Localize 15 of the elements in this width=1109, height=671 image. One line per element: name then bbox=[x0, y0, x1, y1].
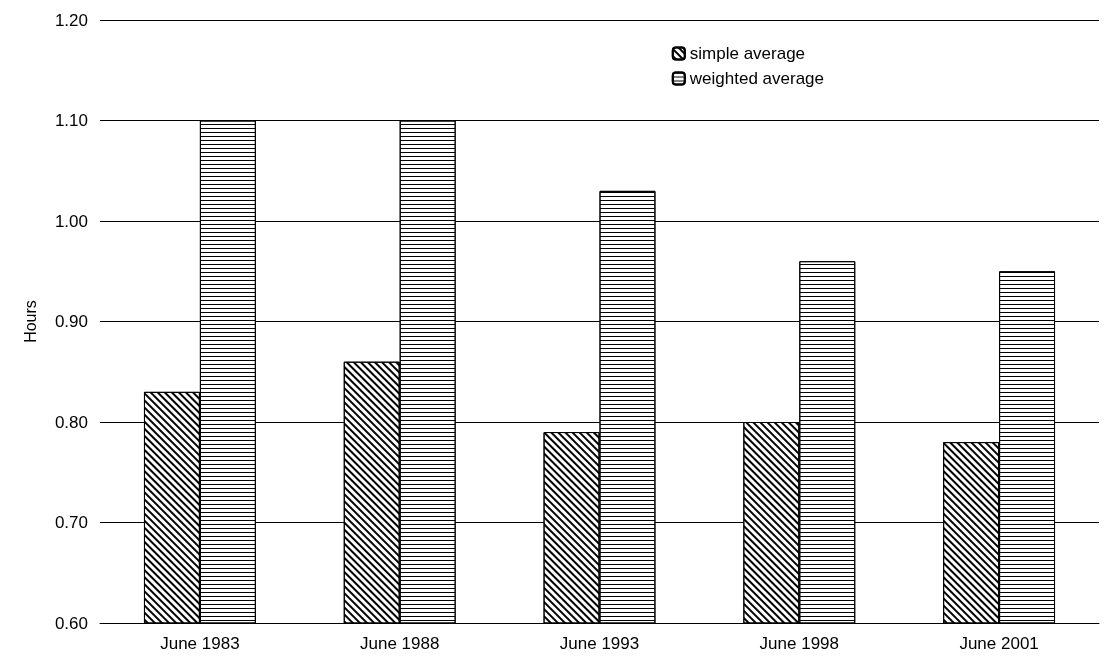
y-tick-label: 0.70 bbox=[54, 513, 88, 532]
y-axis-title: Hours bbox=[21, 300, 39, 343]
y-tick-label: 1.00 bbox=[54, 211, 88, 231]
y-tick-label: 0.90 bbox=[54, 312, 88, 331]
x-tick-label: June 2001 bbox=[959, 634, 1039, 653]
legend-label: simple average bbox=[689, 44, 806, 63]
y-tick-label: 0.80 bbox=[54, 412, 88, 432]
legend-label: weighted average bbox=[688, 69, 825, 88]
x-tick-label: June 1998 bbox=[759, 634, 839, 653]
y-tick-label: 0.60 bbox=[54, 613, 88, 633]
x-tick-label: June 1993 bbox=[559, 634, 640, 653]
x-tick-label: June 1988 bbox=[360, 634, 440, 653]
y-tick-label: 1.10 bbox=[54, 111, 88, 130]
y-tick-label: 1.20 bbox=[54, 10, 88, 30]
x-tick-label: June 1983 bbox=[160, 634, 240, 653]
